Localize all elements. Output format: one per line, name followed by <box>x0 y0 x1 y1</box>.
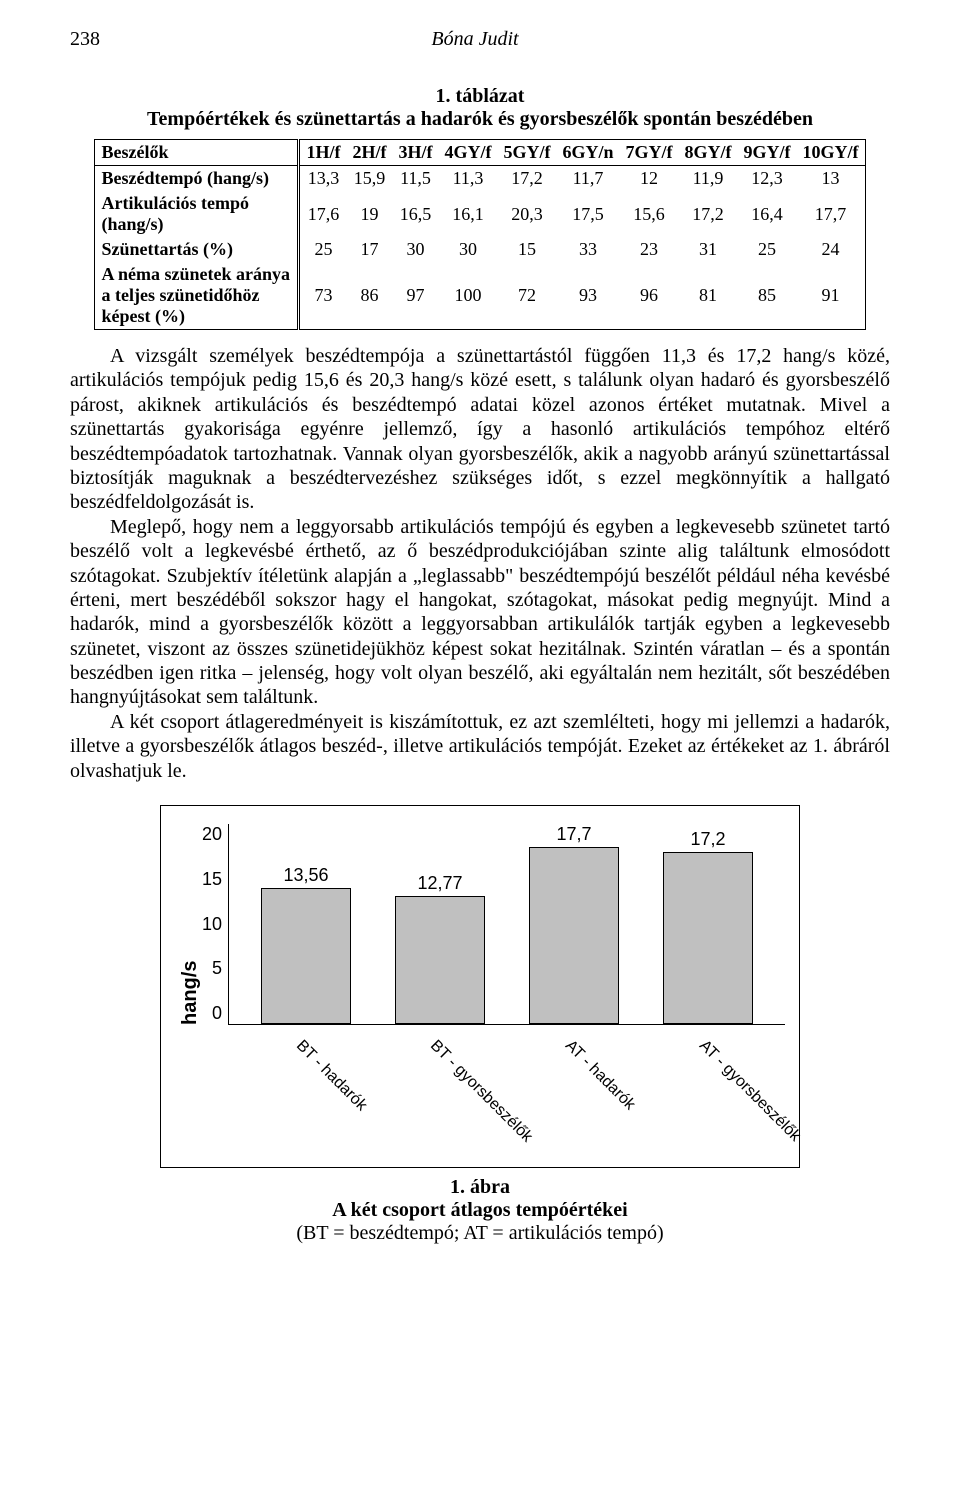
table-title: 1. táblázat Tempóértékek és szünettartás… <box>70 85 890 131</box>
table-cell: 16,5 <box>392 191 438 237</box>
table-cell: 96 <box>620 262 679 330</box>
table-cell: 17,5 <box>556 191 619 237</box>
chart-x-tick: AT - hadarók <box>514 1031 634 1161</box>
table-cell: 11,3 <box>438 166 497 192</box>
table-cell: 30 <box>438 237 497 262</box>
figure-caption-line3: (BT = beszédtempó; AT = artikulációs tem… <box>70 1222 890 1245</box>
table-cell: 25 <box>738 237 797 262</box>
table-cell: 13 <box>797 166 866 192</box>
chart-bar-value: 13,56 <box>283 865 328 886</box>
table-cell: 91 <box>797 262 866 330</box>
chart-x-tick: BT - gyorsbeszélők <box>379 1031 499 1161</box>
chart-plot-area: 13,56 12,77 17,7 17,2 <box>228 824 785 1025</box>
table-cell: 86 <box>346 262 392 330</box>
table-cell: 100 <box>438 262 497 330</box>
figure-caption: 1. ábra A két csoport átlagos tempóérték… <box>70 1176 890 1245</box>
table-row-label: Szünettartás (%) <box>95 237 299 262</box>
chart-bar <box>261 888 351 1024</box>
author-name: Bóna Judit <box>100 28 850 51</box>
table-cell: 97 <box>392 262 438 330</box>
chart-x-tick-label: BT - hadarók <box>292 1037 370 1115</box>
table-cell: 23 <box>620 237 679 262</box>
chart-bar-value: 17,2 <box>690 829 725 850</box>
chart-bar <box>529 847 619 1024</box>
table-cell: 73 <box>299 262 347 330</box>
table-cell: 85 <box>738 262 797 330</box>
table-cell: 81 <box>679 262 738 330</box>
table-col-header: 1H/f <box>299 140 347 166</box>
chart-bar-value: 17,7 <box>556 824 591 845</box>
chart-y-tick: 15 <box>202 869 222 890</box>
table-cell: 12 <box>620 166 679 192</box>
chart-bar <box>663 852 753 1024</box>
figure-caption-line2: A két csoport átlagos tempóértékei <box>70 1199 890 1222</box>
chart-x-tick: BT - hadarók <box>245 1031 365 1161</box>
table-row-label: A néma szünetek aránya a teljes szünetid… <box>95 262 299 330</box>
table-cell: 11,9 <box>679 166 738 192</box>
table-cell: 30 <box>392 237 438 262</box>
table-cell: 93 <box>556 262 619 330</box>
tempo-table: Beszélők1H/f2H/f3H/f4GY/f5GY/f6GY/n7GY/f… <box>94 139 865 330</box>
chart-x-labels: BT - hadarókBT - gyorsbeszélőkAT - hadar… <box>228 1031 785 1161</box>
table-cell: 17 <box>346 237 392 262</box>
table-cell: 17,2 <box>679 191 738 237</box>
table-cell: 12,3 <box>738 166 797 192</box>
chart-y-ticks: 20 15 10 5 0 <box>202 824 228 1024</box>
chart-bar-group: 13,56 <box>246 865 366 1024</box>
chart-y-tick: 20 <box>202 824 222 845</box>
chart-container: hang/s 20 15 10 5 0 13,56 12,77 17,7 17,2 BT - … <box>160 805 800 1168</box>
paragraph-1: A vizsgált személyek beszédtempója a szü… <box>70 344 890 515</box>
table-cell: 17,6 <box>299 191 347 237</box>
table-cell: 17,2 <box>497 166 556 192</box>
chart-y-label: hang/s <box>175 824 202 1161</box>
table-col-rowhead: Beszélők <box>95 140 299 166</box>
table-cell: 25 <box>299 237 347 262</box>
table-cell: 19 <box>346 191 392 237</box>
chart-bar-group: 17,2 <box>648 829 768 1024</box>
table-cell: 16,4 <box>738 191 797 237</box>
table-cell: 15,6 <box>620 191 679 237</box>
chart-y-tick: 0 <box>202 1003 222 1024</box>
chart-y-tick: 10 <box>202 914 222 935</box>
table-cell: 11,5 <box>392 166 438 192</box>
table-cell: 15,9 <box>346 166 392 192</box>
table-col-header: 10GY/f <box>797 140 866 166</box>
chart-x-tick: AT - gyorsbeszélők <box>648 1031 768 1161</box>
header-spacer <box>850 28 890 51</box>
table-cell: 16,1 <box>438 191 497 237</box>
page-number: 238 <box>70 28 100 51</box>
table-col-header: 6GY/n <box>556 140 619 166</box>
chart-bar-group: 12,77 <box>380 873 500 1024</box>
table-col-header: 7GY/f <box>620 140 679 166</box>
table-cell: 72 <box>497 262 556 330</box>
table-cell: 20,3 <box>497 191 556 237</box>
page-header: 238 Bóna Judit <box>70 28 890 51</box>
table-row-label: Artikulációs tempó (hang/s) <box>95 191 299 237</box>
chart-y-tick: 5 <box>202 958 222 979</box>
table-row-label: Beszédtempó (hang/s) <box>95 166 299 192</box>
chart-x-tick-label: AT - hadarók <box>561 1037 638 1114</box>
table-title-line1: 1. táblázat <box>70 85 890 108</box>
table-cell: 31 <box>679 237 738 262</box>
chart-x-tick-label: AT - gyorsbeszélők <box>695 1037 804 1146</box>
paragraph-3: A két csoport átlageredményeit is kiszám… <box>70 710 890 783</box>
table-cell: 17,7 <box>797 191 866 237</box>
table-col-header: 9GY/f <box>738 140 797 166</box>
table-cell: 13,3 <box>299 166 347 192</box>
paragraph-2: Meglepő, hogy nem a leggyorsabb artikulá… <box>70 515 890 710</box>
table-col-header: 4GY/f <box>438 140 497 166</box>
table-col-header: 5GY/f <box>497 140 556 166</box>
table-cell: 11,7 <box>556 166 619 192</box>
table-col-header: 2H/f <box>346 140 392 166</box>
table-title-line2: Tempóértékek és szünettartás a hadarók é… <box>70 108 890 131</box>
table-cell: 15 <box>497 237 556 262</box>
chart-bar-group: 17,7 <box>514 824 634 1024</box>
table-cell: 33 <box>556 237 619 262</box>
figure-caption-line1: 1. ábra <box>70 1176 890 1199</box>
chart-bar-value: 12,77 <box>417 873 462 894</box>
table-cell: 24 <box>797 237 866 262</box>
table-col-header: 3H/f <box>392 140 438 166</box>
table-col-header: 8GY/f <box>679 140 738 166</box>
chart-bar <box>395 896 485 1024</box>
